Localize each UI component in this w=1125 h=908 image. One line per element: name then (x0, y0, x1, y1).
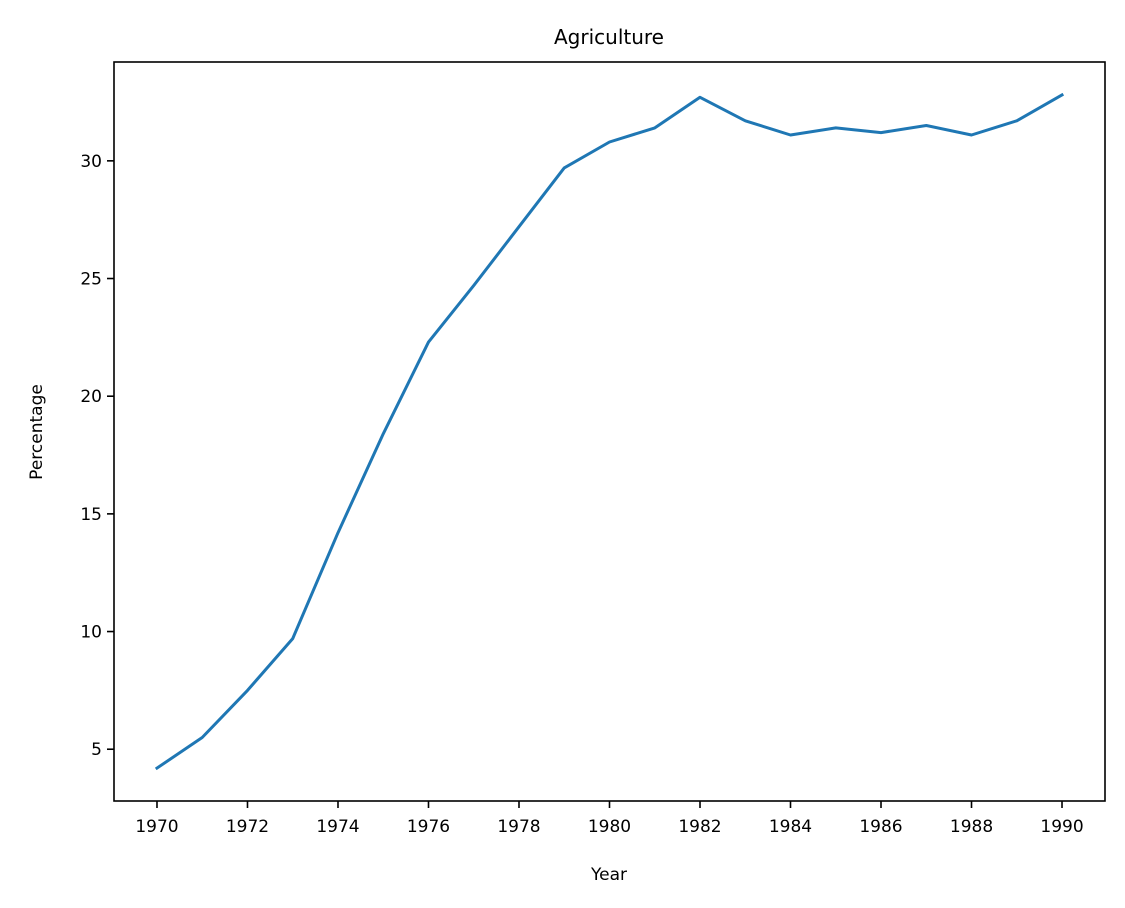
y-tick-label: 5 (91, 740, 102, 760)
x-tick-label: 1982 (678, 817, 721, 837)
x-tick-label: 1972 (226, 817, 269, 837)
x-tick-label: 1986 (859, 817, 902, 837)
x-tick-label: 1988 (950, 817, 993, 837)
y-tick-label: 20 (80, 387, 102, 407)
x-tick-label: 1984 (769, 817, 812, 837)
x-tick-label: 1990 (1040, 817, 1083, 837)
x-axis: 1970 1972 1974 1976 1978 1980 1982 1984 1986 1988… (135, 801, 1084, 837)
plot-area (114, 62, 1105, 801)
x-tick-label: 1980 (588, 817, 631, 837)
plot-frame (113, 61, 1106, 802)
x-tick-label: 1970 (135, 817, 178, 837)
y-tick-label: 10 (80, 623, 102, 643)
y-axis: 5 10 15 20 25 30 (80, 152, 114, 760)
x-tick-label: 1974 (316, 817, 359, 837)
y-tick-label: 30 (80, 152, 102, 172)
x-axis-label: Year (590, 865, 627, 885)
chart-title: Agriculture (554, 25, 664, 49)
x-tick-label: 1976 (407, 817, 450, 837)
y-axis-label: Percentage (27, 384, 47, 480)
y-tick-label: 15 (80, 505, 102, 525)
y-tick-label: 25 (80, 270, 102, 290)
series-line (154, 92, 1065, 771)
x-tick-label: 1978 (497, 817, 540, 837)
